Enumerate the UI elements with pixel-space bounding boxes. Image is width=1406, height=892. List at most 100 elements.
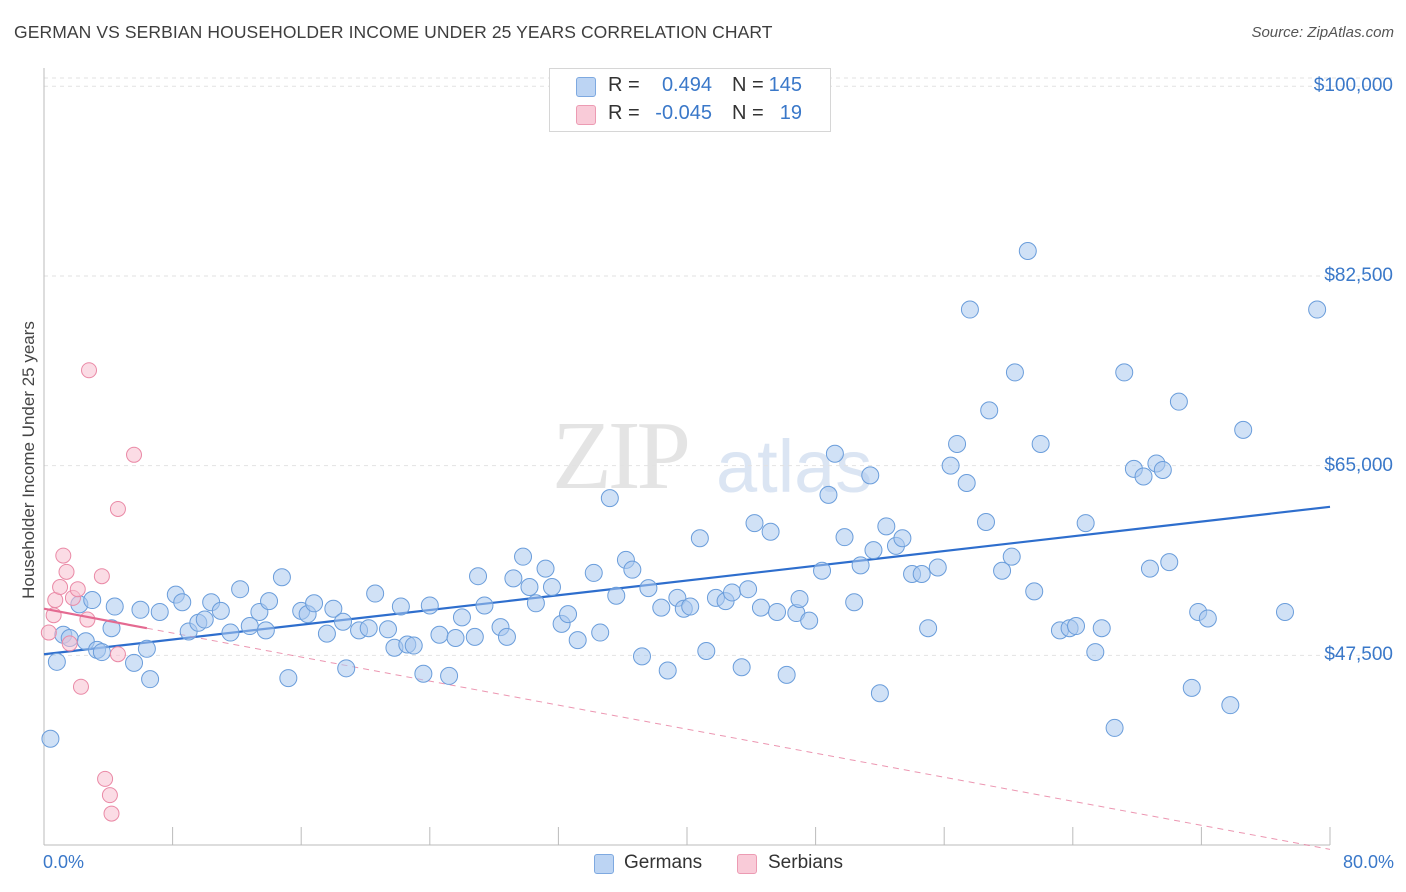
point-serbians-8 — [69, 581, 86, 598]
point-germans-97 — [835, 528, 854, 547]
point-germans-135 — [1160, 553, 1179, 572]
point-germans-74 — [652, 598, 671, 617]
point-germans-139 — [1198, 609, 1217, 628]
point-germans-20 — [195, 610, 214, 629]
point-germans-127 — [1092, 619, 1111, 638]
point-germans-108 — [919, 619, 938, 638]
point-germans-96 — [825, 444, 844, 463]
point-serbians-9 — [72, 678, 89, 695]
grid-lines — [44, 77, 1393, 656]
point-serbians-5 — [58, 563, 75, 580]
point-germans-107 — [912, 565, 931, 584]
point-germans-98 — [845, 593, 864, 612]
point-germans-143 — [1308, 300, 1327, 319]
point-germans-101 — [864, 541, 883, 560]
bottom-legend-swatch-serbians — [737, 854, 757, 874]
point-germans-61 — [536, 559, 555, 578]
point-germans-118 — [1005, 363, 1024, 382]
point-serbians-15 — [103, 805, 120, 822]
point-germans-24 — [231, 580, 250, 599]
point-germans-126 — [1086, 643, 1105, 662]
point-germans-131 — [1134, 467, 1153, 486]
legend-r-label: R = — [608, 102, 640, 124]
point-serbians-18 — [126, 446, 143, 463]
point-germans-27 — [256, 621, 275, 640]
point-germans-99 — [851, 556, 870, 575]
point-germans-41 — [379, 620, 398, 639]
legend-n-label: N = — [732, 102, 764, 124]
bottom-legend-label-germans: Germans — [624, 852, 703, 873]
point-germans-95 — [819, 485, 838, 504]
point-germans-75 — [658, 661, 677, 680]
point-germans-114 — [976, 512, 995, 531]
point-germans-132 — [1140, 559, 1159, 578]
trend-lines — [43, 505, 1331, 850]
point-germans-50 — [446, 628, 465, 647]
y-tick-label-2: $82,500 — [1324, 264, 1393, 286]
point-germans-85 — [739, 580, 758, 599]
point-germans-15 — [150, 602, 169, 621]
point-germans-137 — [1182, 678, 1201, 697]
point-germans-88 — [761, 522, 780, 541]
point-germans-125 — [1076, 514, 1095, 533]
legend-r-value: 0.494 — [661, 74, 712, 96]
bottom-legend-label-serbians: Serbians — [768, 852, 843, 873]
legend-n-label: N = — [732, 74, 764, 96]
stats-legend: R = 0.494 N = 145 R = -0.045 N = 19 — [549, 68, 831, 132]
point-germans-12 — [125, 653, 144, 672]
point-germans-6 — [83, 591, 102, 610]
point-germans-71 — [623, 560, 642, 579]
point-germans-22 — [211, 601, 230, 620]
point-germans-109 — [928, 558, 947, 577]
point-germans-115 — [980, 401, 999, 420]
point-germans-54 — [475, 596, 494, 615]
point-germans-45 — [404, 636, 423, 655]
trend-line-serbians — [43, 607, 148, 630]
point-germans-78 — [681, 597, 700, 616]
legend-swatch-germans — [576, 77, 596, 97]
point-germans-140 — [1221, 696, 1240, 715]
point-germans-141 — [1234, 420, 1253, 439]
y-tick-label-3: $100,000 — [1313, 75, 1393, 97]
point-germans-89 — [768, 602, 787, 621]
point-germans-53 — [465, 627, 484, 646]
point-germans-136 — [1169, 392, 1188, 411]
legend-row-serbians: R = -0.045 N = 19 — [550, 100, 830, 128]
point-germans-8 — [92, 643, 111, 662]
point-germans-58 — [514, 547, 533, 566]
point-germans-119 — [1018, 242, 1037, 261]
point-germans-67 — [591, 623, 610, 642]
source-label: Source: ZipAtlas.com — [1251, 24, 1394, 41]
point-germans-111 — [948, 434, 967, 453]
point-serbians-13 — [97, 770, 114, 787]
point-germans-142 — [1275, 602, 1294, 621]
legend-n-value: 19 — [779, 102, 802, 124]
point-germans-117 — [1002, 547, 1021, 566]
legend-r-value: -0.045 — [655, 102, 712, 124]
point-germans-116 — [993, 561, 1012, 580]
point-germans-33 — [305, 594, 324, 613]
point-germans-29 — [272, 568, 291, 587]
point-germans-66 — [584, 563, 603, 582]
point-germans-57 — [504, 569, 523, 588]
point-germans-59 — [520, 578, 539, 597]
point-germans-72 — [632, 647, 651, 666]
point-germans-13 — [137, 639, 156, 658]
point-germans-14 — [141, 670, 160, 689]
point-germans-69 — [607, 586, 626, 605]
series-serbians — [40, 362, 148, 822]
point-serbians-16 — [109, 646, 126, 663]
point-germans-39 — [359, 619, 378, 638]
point-germans-23 — [221, 623, 240, 642]
point-germans-37 — [337, 659, 356, 678]
point-germans-35 — [324, 599, 343, 618]
point-germans-80 — [697, 641, 716, 660]
point-germans-51 — [452, 608, 471, 627]
point-germans-47 — [420, 596, 439, 615]
chart-title: GERMAN VS SERBIAN HOUSEHOLDER INCOME UND… — [14, 22, 773, 42]
point-germans-105 — [893, 529, 912, 548]
point-germans-49 — [440, 666, 459, 685]
point-germans-79 — [690, 529, 709, 548]
point-germans-30 — [279, 669, 298, 688]
